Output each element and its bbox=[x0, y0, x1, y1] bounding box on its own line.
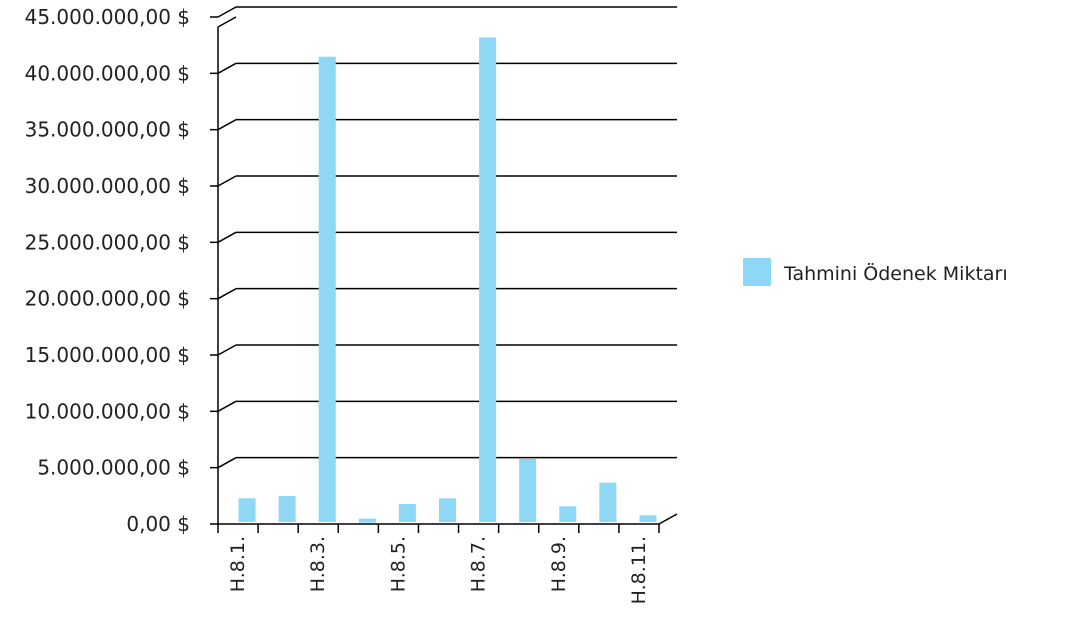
gridline-depth bbox=[218, 458, 236, 468]
x-tick-label: H.8.7. bbox=[468, 536, 490, 592]
bar bbox=[399, 504, 416, 522]
x-axis-tick-labels: H.8.1. H.8.3. H.8.5. H.8.7. H.8.9. H.8.11. bbox=[227, 536, 650, 604]
y-tick-label: 5.000.000,00 $ bbox=[37, 456, 190, 480]
legend-swatch bbox=[743, 258, 771, 286]
x-axis-depth bbox=[659, 514, 677, 524]
bars bbox=[239, 38, 657, 523]
gridlines bbox=[210, 7, 677, 524]
legend-label: Tahmini Ödenek Miktarı bbox=[783, 262, 1008, 285]
legend: Tahmini Ödenek Miktarı bbox=[743, 258, 1008, 286]
gridline-depth bbox=[218, 401, 236, 411]
x-tick-label: H.8.11. bbox=[628, 536, 650, 604]
y-tick-label: 45.000.000,00 $ bbox=[25, 5, 190, 29]
y-axis-top-depth bbox=[218, 17, 236, 27]
x-tick-label: H.8.5. bbox=[387, 536, 409, 592]
gridline-depth bbox=[218, 7, 236, 17]
gridline-depth bbox=[218, 63, 236, 73]
y-tick-label: 20.000.000,00 $ bbox=[25, 287, 190, 311]
x-tick-label: H.8.1. bbox=[227, 536, 249, 592]
gridline-depth bbox=[218, 345, 236, 355]
bar bbox=[319, 57, 336, 522]
x-tick-label: H.8.3. bbox=[307, 536, 329, 592]
bar bbox=[439, 498, 456, 522]
x-tick-label: H.8.9. bbox=[548, 536, 570, 592]
bar bbox=[639, 515, 656, 522]
y-axis-tick-labels: 0,00 $ 5.000.000,00 $ 10.000.000,00 $ 15.00… bbox=[25, 5, 190, 536]
gridline-depth bbox=[218, 232, 236, 242]
y-tick-label: 40.000.000,00 $ bbox=[25, 61, 190, 85]
bar bbox=[599, 483, 616, 522]
bar bbox=[559, 506, 576, 522]
bar bbox=[279, 496, 296, 522]
gridline-depth bbox=[218, 289, 236, 299]
axes bbox=[218, 17, 677, 533]
y-tick-label: 10.000.000,00 $ bbox=[25, 399, 190, 423]
y-tick-label: 25.000.000,00 $ bbox=[25, 230, 190, 254]
y-tick-label: 30.000.000,00 $ bbox=[25, 174, 190, 198]
y-tick-label: 35.000.000,00 $ bbox=[25, 118, 190, 142]
bar bbox=[239, 498, 256, 522]
bar bbox=[519, 459, 536, 522]
gridline-depth bbox=[218, 176, 236, 186]
bar bbox=[479, 38, 496, 522]
y-tick-label: 0,00 $ bbox=[126, 512, 190, 536]
bar bbox=[359, 519, 376, 523]
gridline-depth bbox=[218, 120, 236, 130]
y-tick-label: 15.000.000,00 $ bbox=[25, 343, 190, 367]
